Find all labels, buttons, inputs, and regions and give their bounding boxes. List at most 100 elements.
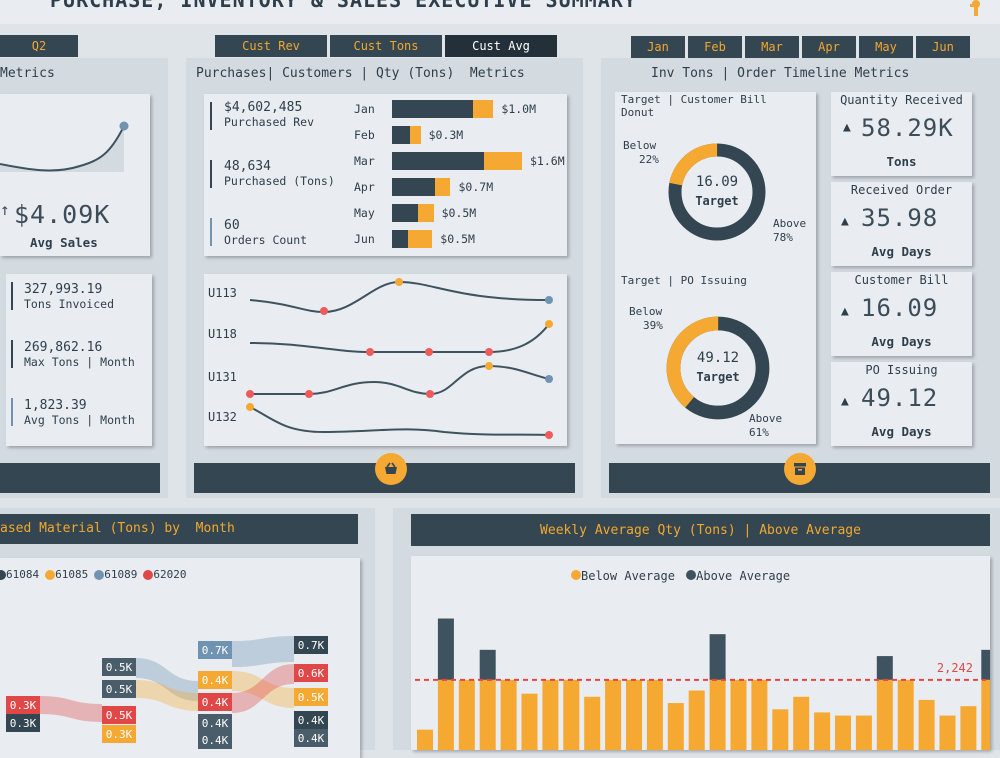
ribbon-value-label: 0.4K (202, 734, 229, 747)
weekly-chart-card: Below Average Above Average 2,242 (411, 556, 990, 750)
ribbon-value-label: 0.3K (10, 717, 37, 730)
arrow-fragment: ↑ (0, 200, 10, 219)
legend-dot-above (686, 570, 697, 580)
weekly-bar-below (542, 679, 559, 750)
legend-dot (94, 570, 105, 580)
weekly-bar-below (500, 679, 517, 750)
orders-count-label: Orders Count (224, 233, 308, 247)
customer-timeline-card: U113 U118 U131 U132 (204, 274, 567, 446)
bar-segment-orange (484, 152, 522, 170)
kpi-sub-label: Avg Days (871, 244, 932, 259)
purchases-panel: Purchases| Customers | Qty (Tons) Metric… (186, 58, 583, 498)
customer-bill-donut-card: Target | Customer Bill Donut 16.09 Targe… (615, 92, 816, 444)
weekly-bar-below (626, 679, 642, 750)
basket-button[interactable] (375, 453, 407, 485)
ribbon-segment (102, 725, 136, 743)
bar-segment-dark (392, 204, 418, 222)
tab-month-jan[interactable]: Jan (631, 36, 685, 58)
sales-trend-sparkline (0, 121, 129, 172)
weekly-bar-below (876, 679, 893, 750)
ribbon-value-label: 0.7K (298, 639, 325, 652)
weekly-bar-below (981, 679, 990, 750)
ribbon-segment (198, 714, 232, 732)
kpi-card-po-issuing: PO Issuing ▲ 49.12 Avg Days (831, 362, 972, 446)
weekly-bar-above (981, 649, 990, 680)
tab-month-jun[interactable]: Jun (916, 36, 970, 58)
bar-value-label: $0.7M (458, 180, 494, 194)
donut2-value: 49.12 (696, 350, 740, 366)
avg-sales-value: $4.09K (14, 200, 111, 229)
tab-month-feb[interactable]: Feb (688, 36, 742, 58)
legend-label: 61084 (6, 568, 40, 581)
legend-label: 61085 (55, 568, 89, 581)
ribbon-value-label: 0.5K (298, 691, 325, 704)
order-point (545, 431, 553, 439)
up-arrow-icon: ▲ (843, 120, 851, 135)
weekly-bar-above (876, 656, 893, 680)
ribbon-segment (294, 636, 328, 654)
weekly-bar-below (437, 679, 454, 750)
bar-value-label: $0.3M (428, 128, 464, 142)
user-icon[interactable] (965, 0, 987, 18)
order-point (545, 320, 553, 328)
bar-segment-dark (392, 230, 408, 248)
stat-marker (11, 398, 13, 426)
weekly-bar-below (855, 715, 872, 750)
donut2-label: Target (696, 370, 740, 384)
legend-dot (45, 570, 56, 580)
weekly-bar-below (521, 693, 538, 750)
ribbon-band (136, 680, 198, 711)
bar-segment-dark (392, 178, 435, 196)
kpi-title: Received Order (850, 183, 953, 197)
ribbon-value-label: 0.4K (202, 717, 229, 730)
tab-cust-rev[interactable]: Cust Rev (215, 35, 327, 57)
purchased-rev-label: Purchased Rev (224, 115, 315, 129)
ribbon-segment (6, 696, 40, 714)
ribbon-segment (198, 693, 232, 711)
bar-month-label: Jun (354, 232, 375, 246)
bar-month-label: Mar (354, 154, 375, 168)
bar-segment-orange (410, 126, 421, 144)
tab-q2[interactable]: Q2 (0, 35, 78, 57)
average-value-label: 2,242 (937, 661, 973, 675)
purchased-rev-value: $4,602,485 (224, 100, 303, 115)
bar-value-label: $1.6M (530, 154, 565, 168)
archive-button[interactable] (784, 453, 816, 485)
ribbon-segment (102, 680, 136, 698)
avg-tons-label: Avg Tons | Month (24, 413, 135, 427)
bar-value-label: $0.5M (440, 232, 475, 246)
ribbon-value-label: 0.5K (106, 661, 133, 674)
tab-month-mar[interactable]: Mar (745, 36, 799, 58)
po-issuing-donut (666, 316, 770, 420)
weekly-bar-below (584, 696, 601, 750)
kpi-title: PO Issuing (865, 363, 938, 377)
tab-cust-avg[interactable]: Cust Avg (445, 35, 557, 57)
order-point (425, 348, 433, 356)
max-tons-value: 269,862.16 (24, 340, 103, 355)
weekly-bar-below (605, 679, 622, 750)
weekly-bar-below (730, 679, 747, 750)
tons-invoiced-label: Tons Invoiced (24, 297, 115, 311)
order-point (320, 307, 328, 315)
inventory-panel-title: Inv Tons | Order Timeline Metrics (651, 66, 910, 81)
tab-month-apr[interactable]: Apr (802, 36, 856, 58)
avg-sales-card: ↑ $4.09K Avg Sales (0, 94, 150, 256)
ribbon-band (40, 696, 102, 722)
page-title: PURCHASE, INVENTORY & SALES EXECUTIVE SU… (50, 0, 637, 12)
weekly-chart-title: Weekly Average Qty (Tons) | Above Averag… (540, 523, 861, 538)
material-chart-card: 61084 61085 61089 62020 0.3K 0.3K 0.5K 0.5K 0.5… (0, 558, 360, 758)
bar-value-label: $0.5M (441, 206, 477, 220)
weekly-bar-below (458, 679, 475, 750)
weekly-bar-above (437, 618, 454, 680)
legend-label: 62020 (153, 568, 187, 581)
bar-month-label: May (354, 206, 375, 220)
weekly-bar-below (751, 679, 768, 750)
ribbon-segment (198, 731, 232, 749)
up-arrow-icon: ▲ (841, 394, 849, 409)
tab-cust-tons[interactable]: Cust Tons (330, 35, 442, 57)
legend-dot (143, 570, 154, 580)
avg-sales-label: Avg Sales (30, 235, 98, 250)
tab-month-may[interactable]: May (859, 36, 913, 58)
ribbon-value-label: 0.5K (106, 683, 133, 696)
ribbon-band (232, 664, 294, 713)
